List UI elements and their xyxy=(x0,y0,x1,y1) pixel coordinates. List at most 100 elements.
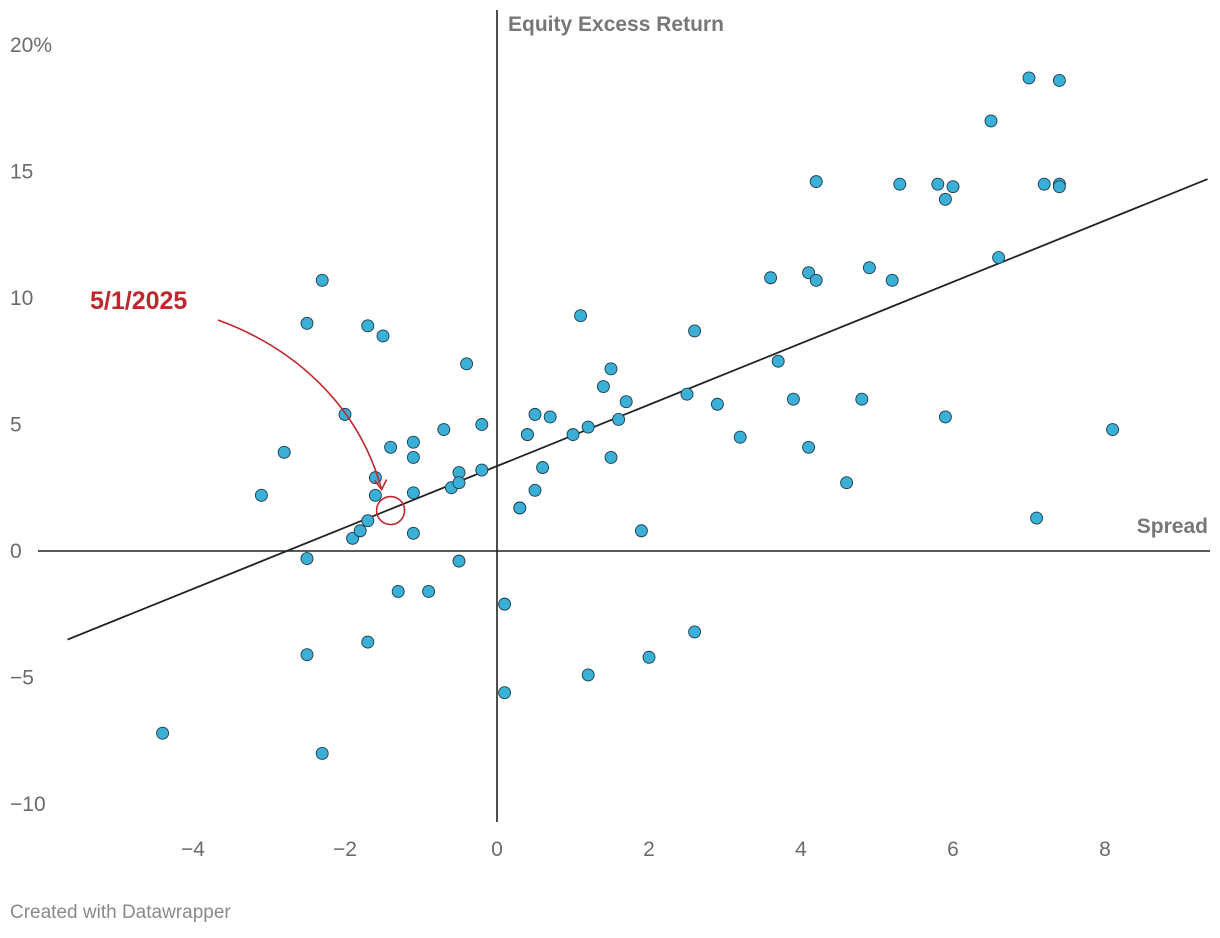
date-annotation: 5/1/2025 xyxy=(90,287,406,526)
trend-line xyxy=(67,178,1208,641)
data-point xyxy=(460,357,474,371)
data-point xyxy=(361,635,375,649)
data-point xyxy=(809,273,823,287)
data-point xyxy=(802,440,816,454)
data-point xyxy=(513,501,527,515)
data-point xyxy=(862,261,876,275)
data-point xyxy=(315,746,329,760)
data-point xyxy=(984,114,998,128)
x-axis-title: Spread xyxy=(1137,515,1208,538)
annotation-highlight-circle xyxy=(375,495,406,526)
data-point xyxy=(384,440,398,454)
x-tick-label: 6 xyxy=(947,838,959,861)
x-tick-label: 2 xyxy=(643,838,655,861)
data-point xyxy=(604,362,618,376)
data-point xyxy=(536,461,550,474)
data-point xyxy=(680,387,694,401)
data-point xyxy=(893,177,907,191)
data-point xyxy=(498,597,512,611)
data-point xyxy=(452,554,466,568)
data-points xyxy=(156,71,1120,760)
data-point xyxy=(156,726,170,740)
data-point xyxy=(361,514,375,528)
data-point xyxy=(1052,180,1066,194)
data-point xyxy=(764,271,778,285)
data-point xyxy=(786,392,800,406)
annotation-label: 5/1/2025 xyxy=(90,287,187,315)
data-point xyxy=(604,450,618,464)
data-point xyxy=(376,329,390,343)
data-point xyxy=(885,273,899,287)
data-point xyxy=(1037,177,1051,191)
y-tick-label: 15 xyxy=(10,161,33,184)
data-point xyxy=(300,316,314,330)
data-point xyxy=(315,273,329,287)
data-point xyxy=(475,418,489,431)
y-tick-label: −10 xyxy=(10,793,46,816)
data-point xyxy=(437,423,451,437)
data-point xyxy=(498,686,512,700)
x-axis-ticks: −4 −2 0 2 4 6 8 xyxy=(181,838,1111,861)
data-point xyxy=(574,309,588,323)
data-point xyxy=(277,445,291,459)
data-point xyxy=(1022,71,1036,85)
data-point xyxy=(619,395,633,409)
data-point xyxy=(520,428,534,442)
data-point xyxy=(422,585,436,598)
data-point xyxy=(946,180,960,194)
y-tick-label: 10 xyxy=(10,287,33,310)
y-axis-ticks: 20% 15 10 5 0 −5 −10 xyxy=(10,34,52,816)
data-point xyxy=(566,428,580,442)
data-point xyxy=(361,319,375,333)
data-point xyxy=(475,463,489,477)
annotation-arrow xyxy=(217,319,383,490)
y-axis-title: Equity Excess Return xyxy=(508,13,724,36)
x-tick-label: 8 xyxy=(1099,838,1111,861)
data-point xyxy=(634,524,648,538)
data-point xyxy=(840,476,854,490)
data-point xyxy=(346,531,360,545)
data-point xyxy=(353,524,367,538)
data-point xyxy=(406,486,420,500)
data-point xyxy=(300,648,314,662)
data-point xyxy=(938,192,952,206)
data-point xyxy=(1030,511,1044,525)
data-point xyxy=(406,435,420,449)
annotation-arrowhead xyxy=(373,479,388,492)
data-point xyxy=(406,526,420,540)
y-tick-label: 20% xyxy=(10,34,52,57)
x-tick-label: 0 xyxy=(491,838,503,861)
data-point xyxy=(543,410,557,424)
credit-text: Created with Datawrapper xyxy=(10,902,231,923)
data-point xyxy=(254,488,268,502)
data-point xyxy=(642,650,656,664)
x-tick-label: −4 xyxy=(181,838,205,861)
x-tick-label: 4 xyxy=(795,838,807,861)
data-point xyxy=(528,483,542,497)
data-point xyxy=(1052,73,1066,87)
x-tick-label: −2 xyxy=(333,838,357,861)
data-point xyxy=(406,450,420,464)
data-point xyxy=(688,625,702,639)
data-point xyxy=(733,430,747,444)
y-tick-label: 0 xyxy=(10,540,22,563)
data-point xyxy=(809,175,823,189)
data-point xyxy=(938,410,952,424)
data-point xyxy=(855,392,869,406)
data-point xyxy=(802,266,816,280)
data-point xyxy=(1106,423,1120,437)
data-point xyxy=(452,476,466,490)
data-point xyxy=(710,397,724,411)
y-tick-label: −5 xyxy=(10,667,34,690)
data-point xyxy=(391,585,405,598)
y-tick-label: 5 xyxy=(10,414,22,437)
data-point xyxy=(581,668,595,682)
data-point xyxy=(300,552,314,566)
data-point xyxy=(581,420,595,434)
data-point xyxy=(368,488,382,502)
data-point xyxy=(596,380,610,393)
data-point xyxy=(931,177,945,191)
data-point xyxy=(992,251,1006,264)
data-point xyxy=(771,354,785,368)
